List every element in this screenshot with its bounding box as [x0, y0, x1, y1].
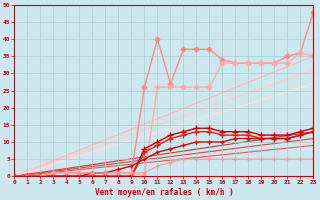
- X-axis label: Vent moyen/en rafales ( km/h ): Vent moyen/en rafales ( km/h ): [95, 188, 233, 197]
